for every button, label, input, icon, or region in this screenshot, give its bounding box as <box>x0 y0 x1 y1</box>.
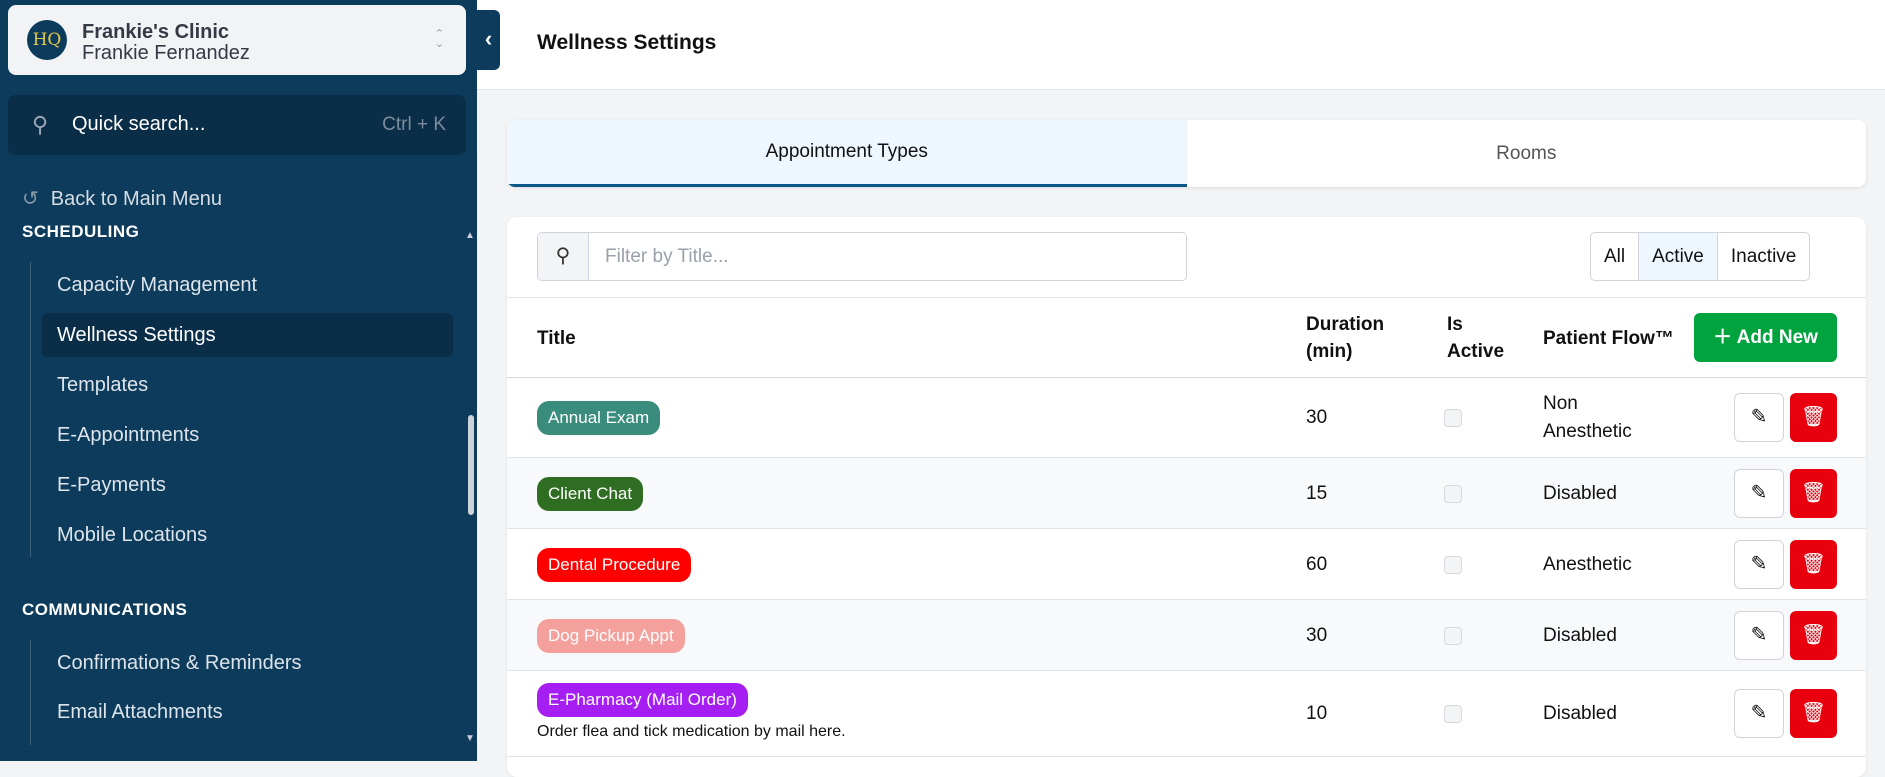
header-title: Title <box>537 328 576 349</box>
trash-icon: 🗑 <box>1800 406 1827 428</box>
duration-value: 30 <box>1306 407 1328 428</box>
is-active-checkbox <box>1444 484 1462 503</box>
plus-icon: ＋ <box>1713 327 1737 348</box>
back-to-main-menu[interactable]: ↺ Back to Main Menu <box>22 186 222 211</box>
quick-search[interactable]: ⚲ Quick search... Ctrl + K <box>8 95 466 155</box>
edit-icon: ✎ <box>1750 406 1768 428</box>
page-header: Wellness Settings <box>477 0 1885 90</box>
header-patient-flow: Patient Flow™ <box>1543 328 1674 349</box>
is-active-checkbox <box>1444 409 1462 427</box>
add-new-label: Add New <box>1736 327 1818 348</box>
patient-flow-value: Disabled <box>1543 703 1617 724</box>
appointment-type-badge: Dog Pickup Appt <box>537 618 685 653</box>
chevron-left-icon: ‹ <box>484 26 493 51</box>
appointment-type-badge: Dental Procedure <box>537 547 692 582</box>
tabs: Appointment Types Rooms <box>507 120 1866 187</box>
trash-icon: 🗑 <box>1800 623 1827 646</box>
sidebar-item-mobile-locations[interactable]: Mobile Locations <box>57 524 208 546</box>
user-name: Frankie Fernandez <box>82 42 250 64</box>
status-filter: All Active Inactive <box>1590 232 1811 281</box>
filter-by-title-input[interactable] <box>590 233 1186 280</box>
filter-inactive-button[interactable]: Inactive <box>1730 246 1797 267</box>
appointment-types-card: ⚲ All Active Inactive Title Duration (mi… <box>507 217 1866 777</box>
edit-button[interactable]: ✎ <box>1734 689 1784 738</box>
sidebar-item-e-payments[interactable]: E-Payments <box>57 474 166 496</box>
collapse-sidebar-button[interactable]: ‹ <box>477 10 500 70</box>
header-is-active: Is Active <box>1447 314 1505 362</box>
table-row: Client Chat 15 Disabled ✎ 🗑 <box>507 458 1866 529</box>
search-icon: ⚲ <box>538 233 589 280</box>
table-row: E-Pharmacy (Mail Order) Order flea and t… <box>507 671 1866 757</box>
tab-appointment-types[interactable]: Appointment Types <box>507 120 1187 187</box>
search-icon: ⚲ <box>32 112 49 137</box>
table-row: Dental Procedure 60 Anesthetic ✎ 🗑 <box>507 529 1866 600</box>
clinic-name: Frankie's Clinic <box>82 21 230 43</box>
edit-icon: ✎ <box>1750 623 1768 646</box>
undo-icon: ↺ <box>22 188 39 210</box>
is-active-checkbox <box>1444 555 1462 574</box>
sidebar-item-email-attachments[interactable]: Email Attachments <box>57 701 223 723</box>
delete-button[interactable]: 🗑 <box>1790 468 1837 518</box>
sidebar-item-wellness-settings[interactable]: Wellness Settings <box>42 313 453 357</box>
duration-value: 10 <box>1306 703 1328 724</box>
page-scrollbar[interactable] <box>1870 90 1885 761</box>
sidebar-item-capacity-management[interactable]: Capacity Management <box>57 274 258 296</box>
table-row: Dog Pickup Appt 30 Disabled ✎ 🗑 <box>507 600 1866 671</box>
sidebar-item-confirmations-reminders[interactable]: Confirmations & Reminders <box>57 652 302 674</box>
patient-flow-value: Disabled <box>1543 624 1617 646</box>
table-header: Title Duration (min) Is Active Patient F… <box>507 297 1866 378</box>
filter-group: ⚲ <box>537 232 1187 281</box>
trash-icon: 🗑 <box>1800 552 1827 575</box>
delete-button[interactable]: 🗑 <box>1790 539 1837 589</box>
quick-search-placeholder: Quick search... <box>72 113 206 135</box>
chevron-up-down-icon: ⌃ ⌄ <box>434 28 444 50</box>
section-scheduling: SCHEDULING <box>22 222 140 241</box>
delete-button[interactable]: 🗑 <box>1790 689 1837 738</box>
sidebar: HQ Frankie's Clinic Frankie Fernandez ⌃ ⌄… <box>0 0 477 761</box>
appointment-type-badge: E-Pharmacy (Mail Order) <box>537 683 748 717</box>
edit-button[interactable]: ✎ <box>1734 393 1784 442</box>
appointment-type-badge: Client Chat <box>537 476 644 511</box>
is-active-checkbox <box>1444 626 1462 645</box>
clinic-logo: HQ <box>27 20 67 60</box>
page-title: Wellness Settings <box>537 31 717 54</box>
scroll-down-arrow[interactable]: ▼ <box>465 733 475 744</box>
divider <box>30 640 31 745</box>
section-communications: COMMUNICATIONS <box>22 600 188 619</box>
tab-rooms[interactable]: Rooms <box>1496 143 1557 164</box>
appointment-type-badge: Annual Exam <box>537 401 661 435</box>
delete-button[interactable]: 🗑 <box>1790 610 1837 660</box>
edit-button[interactable]: ✎ <box>1734 539 1784 589</box>
scroll-up-arrow[interactable]: ▲ <box>465 230 475 241</box>
duration-value: 60 <box>1306 553 1328 575</box>
edit-icon: ✎ <box>1750 702 1768 724</box>
add-new-button[interactable]: ＋ Add New <box>1694 313 1837 362</box>
appointment-description: Order flea and tick medication by mail h… <box>537 723 846 740</box>
trash-icon: 🗑 <box>1800 481 1827 504</box>
duration-value: 30 <box>1306 624 1328 646</box>
shortcut-hint: Ctrl + K <box>382 114 446 135</box>
is-active-checkbox <box>1444 705 1462 723</box>
edit-icon: ✎ <box>1750 552 1768 575</box>
sidebar-item-e-appointments[interactable]: E-Appointments <box>57 424 200 446</box>
sidebar-scrollbar[interactable] <box>468 415 474 515</box>
delete-button[interactable]: 🗑 <box>1790 393 1837 442</box>
patient-flow-value: Disabled <box>1543 482 1617 504</box>
table-row: Annual Exam 30 Non Anesthetic ✎ 🗑 <box>507 378 1866 458</box>
sidebar-item-templates[interactable]: Templates <box>57 374 149 396</box>
filter-all-button[interactable]: All <box>1591 233 1640 280</box>
clinic-switcher[interactable]: HQ Frankie's Clinic Frankie Fernandez ⌃ ⌄ <box>8 5 466 75</box>
patient-flow-value: Anesthetic <box>1543 553 1632 575</box>
filter-active-button[interactable]: Active <box>1639 233 1718 280</box>
trash-icon: 🗑 <box>1800 702 1827 724</box>
edit-button[interactable]: ✎ <box>1734 610 1784 660</box>
back-label: Back to Main Menu <box>50 188 222 210</box>
edit-button[interactable]: ✎ <box>1734 468 1784 518</box>
edit-icon: ✎ <box>1750 481 1768 504</box>
patient-flow-value: Non Anesthetic <box>1543 393 1632 442</box>
header-duration: Duration (min) <box>1306 314 1385 362</box>
duration-value: 15 <box>1306 482 1328 504</box>
divider <box>30 262 31 557</box>
